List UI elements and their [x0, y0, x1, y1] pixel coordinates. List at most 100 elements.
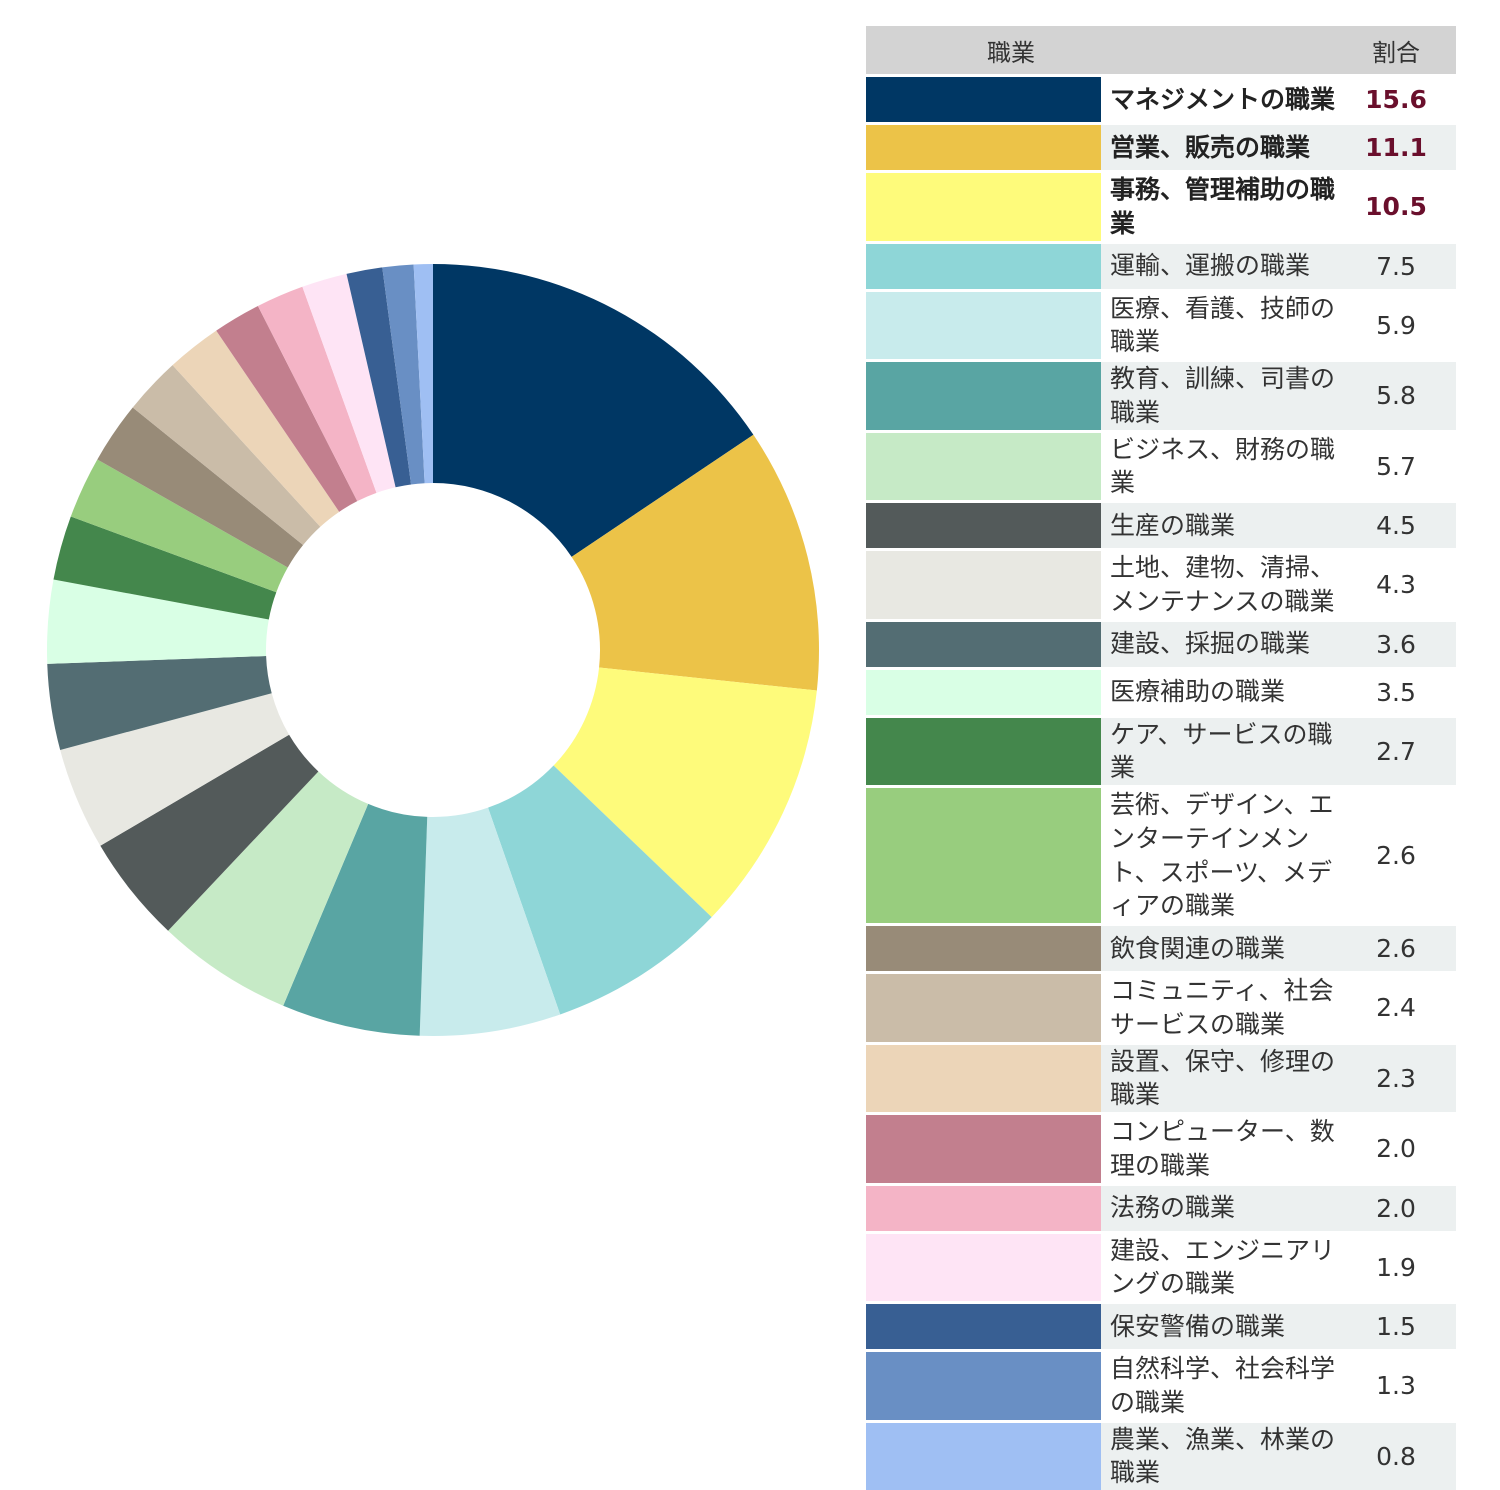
legend-swatch [866, 170, 1101, 242]
donut-slice [47, 579, 269, 664]
legend-swatch [866, 1301, 1101, 1351]
legend-value: 0.8 [1336, 1419, 1456, 1490]
donut-slice [419, 807, 561, 1037]
donut-slice [571, 434, 819, 691]
legend-value: 3.6 [1336, 618, 1456, 668]
donut-slice [257, 286, 377, 502]
legend-value: 11.1 [1336, 122, 1456, 172]
legend-swatch [866, 1349, 1101, 1421]
donut-slice [346, 267, 412, 488]
legend-swatch [866, 122, 1101, 172]
legend-row: 土地、建物、清掃、メンテナンスの職業 4.3 [866, 548, 1456, 620]
legend-row: 飲食関連の職業 2.6 [866, 923, 1456, 973]
donut-slice [168, 771, 369, 1006]
legend-value: 5.7 [1336, 429, 1456, 502]
legend-value: 5.8 [1336, 359, 1456, 431]
legend-table: 職業 割合 マネジメントの職業 15.6 営業、販売の職業 11.1 事務、管理補助の職… [866, 26, 1456, 1490]
legend-swatch [866, 288, 1101, 361]
legend-label: マネジメントの職業 [1101, 74, 1336, 124]
legend-swatch [866, 1182, 1101, 1232]
donut-slice [70, 459, 288, 593]
donut-slice [302, 273, 396, 493]
legend-value: 15.6 [1336, 74, 1456, 124]
legend-label: 医療補助の職業 [1101, 666, 1336, 716]
legend-label: 建設、採掘の職業 [1101, 618, 1336, 668]
legend-row: コンピューター、数理の職業 2.0 [866, 1112, 1456, 1184]
legend-value: 2.0 [1336, 1182, 1456, 1232]
donut-slice [60, 693, 290, 846]
legend-label: 芸術、デザイン、エンターテインメント、スポーツ、メディアの職業 [1101, 785, 1336, 925]
legend-row: 建設、採掘の職業 3.6 [866, 618, 1456, 668]
legend-label: 運輸、運搬の職業 [1101, 240, 1336, 290]
legend-label: コミュニティ、社会サービスの職業 [1101, 971, 1336, 1043]
legend-swatch [866, 548, 1101, 620]
legend-row: 医療補助の職業 3.5 [866, 666, 1456, 716]
legend-swatch [866, 618, 1101, 668]
legend-swatch [866, 971, 1101, 1043]
donut-slice [100, 734, 319, 931]
legend-swatch [866, 1419, 1101, 1490]
donut-slice [413, 264, 433, 484]
legend-value: 2.4 [1336, 971, 1456, 1043]
legend-value: 2.3 [1336, 1041, 1456, 1114]
legend-swatch [866, 1112, 1101, 1184]
legend-label: 自然科学、社会科学の職業 [1101, 1349, 1336, 1421]
legend-value: 3.5 [1336, 666, 1456, 716]
legend-row: 運輸、運搬の職業 7.5 [866, 240, 1456, 290]
legend-row: 建設、エンジニアリングの職業 1.9 [866, 1230, 1456, 1303]
legend-row: ビジネス、財務の職業 5.7 [866, 429, 1456, 502]
legend-value: 1.5 [1336, 1301, 1456, 1351]
legend-value: 5.9 [1336, 288, 1456, 361]
legend-row: 法務の職業 2.0 [866, 1182, 1456, 1232]
legend-row: 医療、看護、技師の職業 5.9 [866, 288, 1456, 361]
legend-swatch [866, 500, 1101, 550]
legend-label: 建設、エンジニアリングの職業 [1101, 1230, 1336, 1303]
legend-label: 保安警備の職業 [1101, 1301, 1336, 1351]
legend-row: 自然科学、社会科学の職業 1.3 [866, 1349, 1456, 1421]
legend-swatch [866, 74, 1101, 124]
donut-slice [433, 264, 754, 557]
legend-label: コンピューター、数理の職業 [1101, 1112, 1336, 1184]
legend-label: 医療、看護、技師の職業 [1101, 288, 1336, 361]
legend-swatch [866, 240, 1101, 290]
legend-label: 事務、管理補助の職業 [1101, 170, 1336, 242]
legend-label: 営業、販売の職業 [1101, 122, 1336, 172]
legend-label: 教育、訓練、司書の職業 [1101, 359, 1336, 431]
legend-value: 2.6 [1336, 785, 1456, 925]
legend-swatch [866, 429, 1101, 502]
donut-slice [553, 667, 817, 918]
donut-slice [47, 656, 272, 751]
legend-value: 1.3 [1336, 1349, 1456, 1421]
legend-row: 農業、漁業、林業の職業 0.8 [866, 1419, 1456, 1490]
legend-label: 土地、建物、清掃、メンテナンスの職業 [1101, 548, 1336, 620]
donut-slice [283, 803, 428, 1036]
legend-value: 2.6 [1336, 923, 1456, 973]
legend-value: 2.7 [1336, 714, 1456, 787]
legend-swatch [866, 923, 1101, 973]
donut-slice [53, 516, 277, 620]
legend-value: 4.3 [1336, 548, 1456, 620]
legend-swatch [866, 1041, 1101, 1114]
legend-swatch [866, 359, 1101, 431]
donut-slice [97, 407, 304, 568]
legend-label: 設置、保守、修理の職業 [1101, 1041, 1336, 1114]
legend-value: 2.0 [1336, 1112, 1456, 1184]
legend-row: 教育、訓練、司書の職業 5.8 [866, 359, 1456, 431]
donut-slice [172, 330, 340, 527]
legend-swatch [866, 1230, 1101, 1303]
legend-label: ケア、サービスの職業 [1101, 714, 1336, 787]
legend-value: 10.5 [1336, 170, 1456, 242]
donut-slice [132, 365, 321, 546]
donut-chart [47, 264, 819, 1037]
legend-row: 事務、管理補助の職業 10.5 [866, 170, 1456, 242]
header-occupation: 職業 [866, 26, 1336, 76]
legend-value: 4.5 [1336, 500, 1456, 550]
legend-label: 法務の職業 [1101, 1182, 1336, 1232]
header-percent: 割合 [1336, 26, 1456, 76]
legend-swatch [866, 666, 1101, 716]
legend-row: コミュニティ、社会サービスの職業 2.4 [866, 971, 1456, 1043]
legend-label: 飲食関連の職業 [1101, 923, 1336, 973]
legend-swatch [866, 785, 1101, 925]
legend-header-row: 職業 割合 [866, 26, 1456, 76]
legend-row: 営業、販売の職業 11.1 [866, 122, 1456, 172]
